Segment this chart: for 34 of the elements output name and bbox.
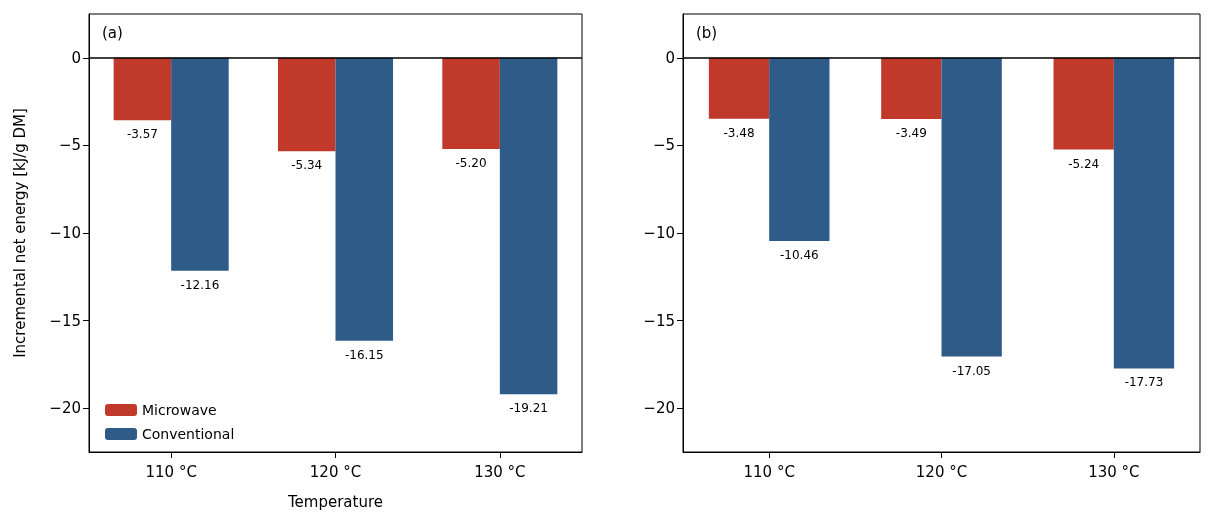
y-axis-title: Incremental net energy [kJ/g DM] xyxy=(10,108,29,358)
legend-label: Microwave xyxy=(142,402,217,418)
x-tick-label: 120 °C xyxy=(309,462,362,481)
y-tick-label: −10 xyxy=(49,224,81,242)
y-tick-label: −5 xyxy=(58,136,81,155)
y-tick-label: −5 xyxy=(652,136,675,155)
data-label: -12.16 xyxy=(180,277,220,292)
y-tick-label: 0 xyxy=(665,48,675,67)
data-label: -16.15 xyxy=(344,347,384,362)
data-label: -5.24 xyxy=(1068,156,1100,171)
data-label: -3.48 xyxy=(723,125,755,140)
x-tick-label: 130 °C xyxy=(1088,462,1140,481)
data-label: -5.20 xyxy=(455,155,487,170)
text: (b) xyxy=(696,23,718,42)
data-label: -10.46 xyxy=(779,248,819,263)
y-tick-label: −15 xyxy=(643,311,675,330)
y-tick-label: −15 xyxy=(49,311,81,330)
data-label: -3.57 xyxy=(126,127,158,142)
data-label: -3.49 xyxy=(895,125,927,140)
text: (a) xyxy=(102,23,123,42)
y-tick-label: −20 xyxy=(49,399,81,418)
x-tick-label: 110 °C xyxy=(145,462,197,481)
y-tick-label: 0 xyxy=(71,48,81,67)
y-tick-label: −10 xyxy=(643,224,675,242)
data-label: -5.34 xyxy=(291,158,323,173)
y-tick-label: −20 xyxy=(643,399,675,418)
x-tick-label: 120 °C xyxy=(915,462,968,481)
data-label: -17.73 xyxy=(1124,375,1164,390)
x-axis-title: Temperature xyxy=(286,492,384,511)
x-tick-label: 110 °C xyxy=(743,462,795,481)
data-label: -17.05 xyxy=(952,363,991,378)
data-label: -19.21 xyxy=(509,401,548,416)
x-tick-label: 130 °C xyxy=(474,462,526,481)
legend-label: Conventional xyxy=(142,426,235,442)
